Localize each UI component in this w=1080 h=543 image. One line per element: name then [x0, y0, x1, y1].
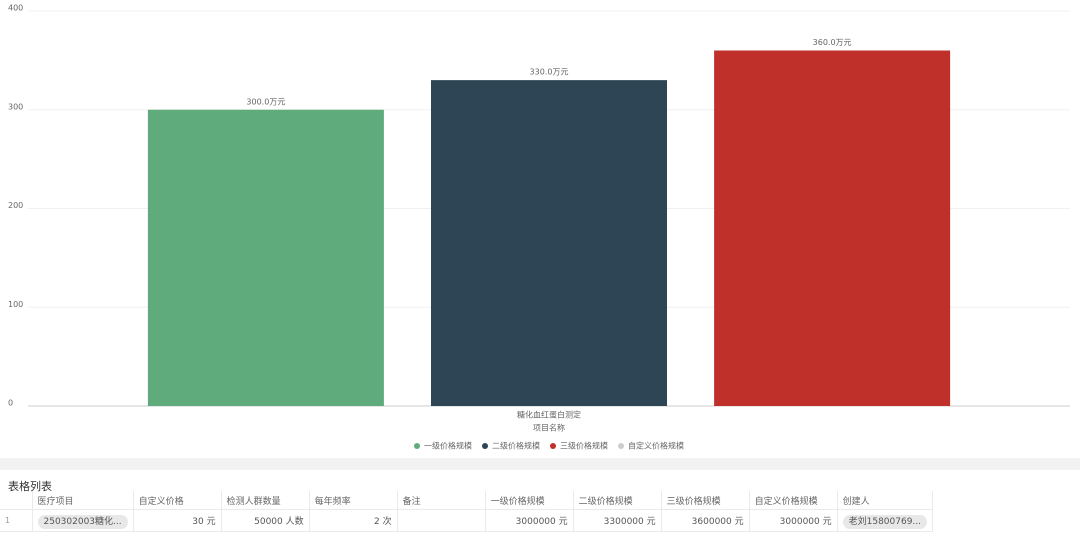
- table-cell: 3300000 元: [573, 509, 662, 532]
- x-tick-label: 糖化血红蛋白测定: [517, 410, 581, 420]
- value-label: 330.0万元: [530, 68, 569, 77]
- table-cell: [397, 509, 486, 532]
- y-tick-label: 100: [8, 300, 23, 309]
- table-cell: 3600000 元: [661, 509, 750, 532]
- table-cell: 250302003糖化...: [32, 509, 134, 532]
- value-label: 300.0万元: [246, 97, 285, 106]
- table-cell: 2 次: [309, 509, 398, 532]
- chart: 0 100 200 300 400 糖化血红蛋白测定 300.0万元 330.0万元 360.0…: [8, 4, 1070, 451]
- column-header: 检测人群数量: [221, 491, 310, 510]
- column-header: 三级价格规模: [661, 491, 750, 510]
- column-header: 自定义价格规模: [749, 491, 838, 510]
- table-title: 表格列表: [8, 480, 52, 493]
- column-header: 备注: [397, 491, 486, 510]
- bar: [147, 109, 384, 406]
- data-table: 医疗项目 自定义价格 检测人群数量 每年频率 备注 一级价格规模 二级价格规模 三级价格规模自…: [0, 491, 934, 532]
- table-cell: 3000000 元: [485, 509, 574, 532]
- column-header: 一级价格规模: [485, 491, 574, 510]
- y-tick-label: 200: [8, 201, 23, 210]
- legend-marker[interactable]: [482, 443, 488, 449]
- table-cell: 30 元: [133, 509, 222, 532]
- table-cell: 3000000 元: [749, 509, 838, 532]
- x-axis-label: 项目名称: [533, 423, 565, 433]
- column-header: 二级价格规模: [573, 491, 662, 510]
- legend-marker[interactable]: [550, 443, 556, 449]
- tag: 老刘15800769...: [842, 515, 928, 529]
- index-header: [0, 491, 33, 510]
- column-header: 每年频率: [309, 491, 398, 510]
- table-cell: 老刘15800769...: [837, 509, 934, 532]
- bar: [714, 50, 951, 406]
- y-tick-label: 0: [8, 399, 13, 408]
- legend-label[interactable]: 三级价格规模: [560, 441, 608, 451]
- row-index: 1: [0, 509, 33, 532]
- tag: 250302003糖化...: [37, 515, 128, 529]
- table-cell: 50000 人数: [221, 509, 310, 532]
- legend-label[interactable]: 二级价格规模: [492, 441, 540, 451]
- column-header: 创建人: [837, 491, 934, 510]
- y-tick-label: 300: [8, 102, 23, 111]
- column-header: 自定义价格: [133, 491, 222, 510]
- column-header: 医疗项目: [32, 491, 134, 510]
- separator: [0, 458, 1080, 470]
- header-row: 医疗项目 自定义价格 检测人群数量 每年频率 备注 一级价格规模 二级价格规模 三级价格规模自…: [0, 491, 934, 510]
- legend-label[interactable]: 自定义价格规模: [628, 441, 684, 451]
- y-tick-label: 400: [8, 4, 23, 13]
- bar: [430, 80, 668, 406]
- legend-label[interactable]: 一级价格规模: [424, 441, 472, 451]
- legend-marker[interactable]: [618, 443, 624, 449]
- value-label: 360.0万元: [813, 38, 852, 47]
- legend-marker[interactable]: [414, 443, 420, 449]
